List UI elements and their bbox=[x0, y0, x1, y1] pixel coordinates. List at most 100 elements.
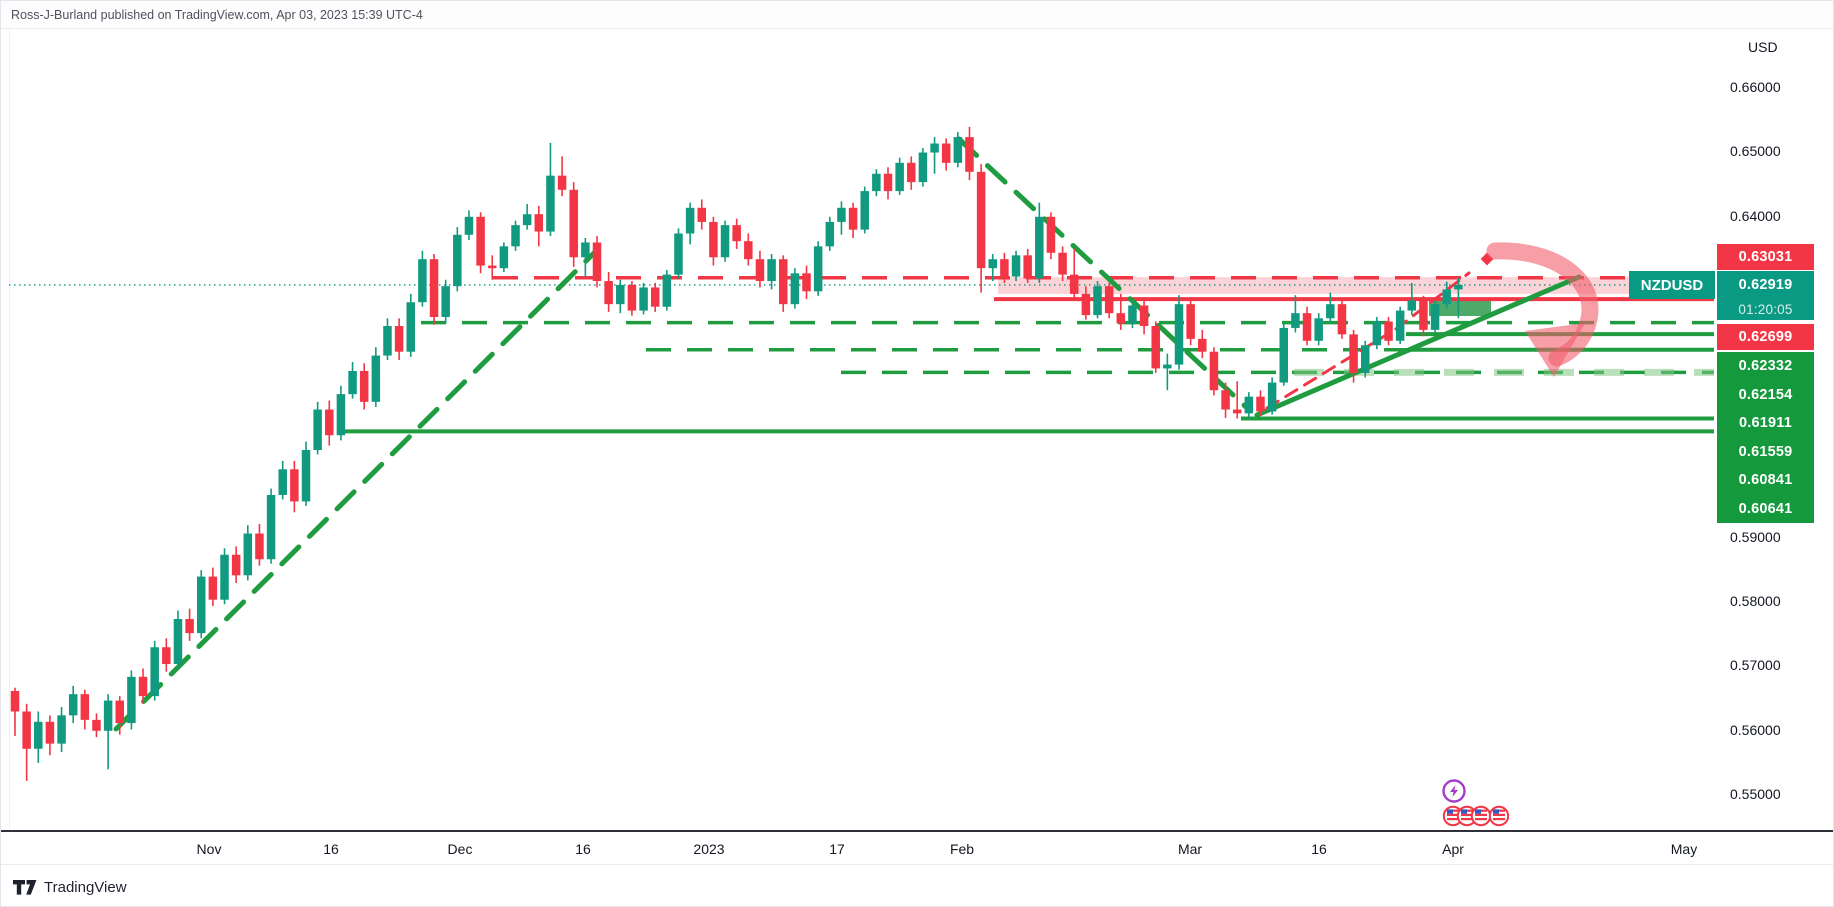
price-level-badge[interactable]: 0.62332 bbox=[1717, 352, 1814, 381]
candle-body-up bbox=[1430, 304, 1440, 330]
candle-body-down bbox=[755, 259, 765, 282]
candle-body-up bbox=[453, 234, 462, 287]
candle-body-down bbox=[1256, 396, 1265, 412]
candle-body-up bbox=[1314, 318, 1323, 341]
candle-body-down bbox=[115, 700, 125, 724]
symbol-name-label[interactable]: NZDUSD bbox=[1629, 271, 1715, 299]
price-tick-label: 0.66000 bbox=[1730, 79, 1781, 95]
march-rising-trendline[interactable] bbox=[1254, 274, 1582, 418]
candle-body-up bbox=[103, 700, 113, 731]
price-level-badge[interactable]: 0.60641 bbox=[1717, 494, 1814, 523]
candle-body-down bbox=[732, 225, 741, 242]
sell-arrow-head bbox=[1525, 323, 1585, 377]
candle-body-down bbox=[1081, 293, 1091, 316]
flag-stripe bbox=[1493, 818, 1505, 821]
candle-body-down bbox=[744, 241, 753, 260]
price-level-badge[interactable]: 0.61911 bbox=[1717, 409, 1814, 438]
candle-body-up bbox=[767, 259, 776, 282]
price-level-badge[interactable]: 0.62919 bbox=[1717, 271, 1814, 299]
flag-stripe bbox=[1461, 818, 1473, 821]
candle-body-up bbox=[127, 676, 136, 724]
candle-body-down bbox=[650, 287, 660, 307]
october-rising-trendline[interactable] bbox=[113, 248, 599, 732]
candle-body-down bbox=[10, 690, 20, 712]
candle-body-up bbox=[837, 207, 846, 222]
price-tick-label: 0.55000 bbox=[1730, 785, 1781, 802]
candle-body-up bbox=[383, 326, 392, 356]
quote-currency-label: USD bbox=[1748, 39, 1778, 55]
candle-body-down bbox=[848, 207, 858, 230]
candle-body-up bbox=[243, 533, 253, 576]
candle-body-up bbox=[860, 191, 869, 230]
candle-body-up bbox=[988, 259, 998, 269]
candle-body-down bbox=[45, 721, 55, 744]
candle-body-down bbox=[80, 694, 90, 720]
time-tick-label-16: 16 bbox=[323, 841, 339, 857]
candle-body-up bbox=[418, 259, 427, 303]
candle-body-down bbox=[208, 576, 218, 600]
publication-attribution: Ross-J-Burland published on TradingView.… bbox=[11, 7, 423, 22]
candle-body-down bbox=[1209, 351, 1219, 391]
chart-plot-area[interactable] bbox=[9, 29, 1715, 830]
candle-body-down bbox=[359, 370, 369, 402]
flag-stripe bbox=[1475, 813, 1487, 816]
candle-body-down bbox=[162, 647, 171, 664]
bear-flag-support-2[interactable] bbox=[1394, 271, 1471, 331]
candle-body-up bbox=[196, 576, 206, 634]
candle-body-down bbox=[476, 216, 485, 266]
candle-body-up bbox=[1442, 289, 1451, 305]
candle-body-down bbox=[1069, 274, 1079, 294]
price-scale-axis[interactable]: 0.66000 0.65000 0.64000 0.59000 0.58000 0.570… bbox=[1714, 29, 1833, 830]
publication-header: Ross-J-Burland published on TradingView.… bbox=[1, 1, 1833, 29]
candle-body-up bbox=[1407, 300, 1417, 311]
candle-body-up bbox=[1360, 345, 1370, 373]
countdown-badge[interactable]: 01:20:05 bbox=[1717, 299, 1814, 320]
price-level-badge[interactable]: 0.60841 bbox=[1717, 466, 1814, 495]
candle-body-up bbox=[313, 409, 322, 451]
tradingview-logo-icon[interactable] bbox=[13, 879, 37, 895]
price-level-badge[interactable]: 0.62699 bbox=[1717, 324, 1814, 350]
candle-body-up bbox=[685, 207, 695, 234]
candle-body-up bbox=[1454, 284, 1463, 290]
time-tick-label-dec: Dec bbox=[447, 841, 473, 857]
candle-body-up bbox=[348, 370, 357, 395]
candle-body-up bbox=[872, 173, 881, 192]
price-level-badge[interactable]: 0.62154 bbox=[1717, 380, 1814, 409]
february-falling-trendline[interactable] bbox=[956, 136, 1249, 410]
candle-body-down bbox=[709, 221, 718, 258]
candle-body-down bbox=[1232, 409, 1242, 414]
candle-body-down bbox=[592, 242, 602, 282]
candle-body-down bbox=[627, 284, 637, 311]
candle-body-down bbox=[907, 162, 916, 183]
candle-body-down bbox=[325, 409, 334, 436]
price-level-badge[interactable]: 0.61559 bbox=[1717, 437, 1814, 466]
candle-body-up bbox=[441, 286, 450, 318]
flag-stripe bbox=[1499, 809, 1505, 812]
time-axis-line[interactable] bbox=[1, 830, 1833, 832]
candle-body-down bbox=[778, 259, 788, 305]
candle-body-up bbox=[639, 287, 648, 311]
time-tick-label-nov: Nov bbox=[196, 841, 222, 857]
time-tick-label-2023: 2023 bbox=[693, 841, 725, 857]
flag-canton bbox=[1493, 809, 1499, 814]
price-level-badge[interactable]: 0.63031 bbox=[1717, 244, 1814, 270]
candle-body-up bbox=[1372, 321, 1382, 346]
tradingview-brand-text[interactable]: TradingView bbox=[44, 878, 127, 896]
candle-body-up bbox=[546, 175, 555, 232]
candle-body-down bbox=[1116, 313, 1126, 324]
footer-brand-bar: TradingView bbox=[1, 864, 1833, 906]
candle-body-down bbox=[604, 281, 613, 305]
bear-flag-support-1[interactable] bbox=[1265, 327, 1398, 410]
candle-body-down bbox=[1000, 259, 1009, 277]
candle-body-up bbox=[953, 137, 963, 163]
candle-body-up bbox=[68, 694, 78, 716]
candle-body-down bbox=[976, 171, 986, 269]
price-tick-label: 0.58000 bbox=[1730, 593, 1781, 609]
time-tick-label-mar: Mar bbox=[1177, 841, 1203, 857]
candle-body-up bbox=[1279, 327, 1289, 383]
candle-body-down bbox=[941, 143, 951, 163]
time-tick-label-feb: Feb bbox=[949, 841, 975, 857]
flag-stripe bbox=[1453, 809, 1459, 812]
